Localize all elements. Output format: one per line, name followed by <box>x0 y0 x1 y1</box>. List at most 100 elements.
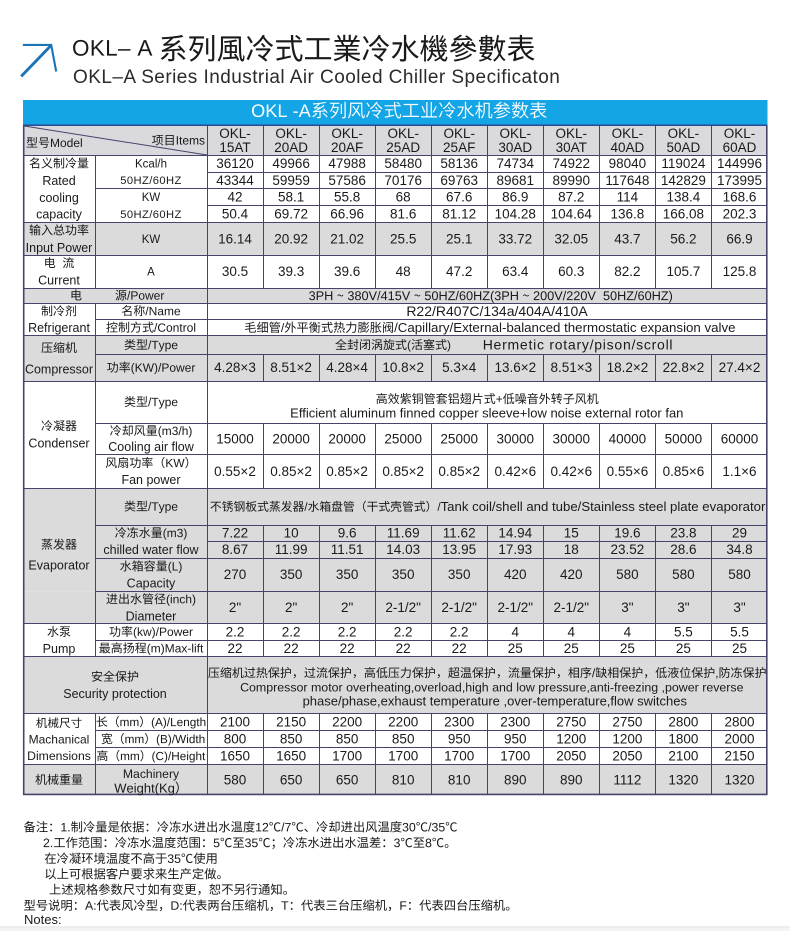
svg-text:104.64: 104.64 <box>551 206 593 221</box>
svg-text:Kcal/h: Kcal/h <box>135 159 167 171</box>
svg-text:67.6: 67.6 <box>446 189 472 204</box>
svg-text:Notes:: Notes: <box>24 912 62 927</box>
svg-text:33.72: 33.72 <box>498 231 532 246</box>
svg-text:30000: 30000 <box>553 431 591 446</box>
svg-text:4.28×4: 4.28×4 <box>326 360 368 375</box>
svg-text:580: 580 <box>224 772 247 787</box>
svg-text:23.8: 23.8 <box>670 526 696 541</box>
svg-text:13.95: 13.95 <box>442 542 476 557</box>
svg-text:43.7: 43.7 <box>614 231 640 246</box>
svg-text:A: A <box>147 267 155 279</box>
svg-text:22: 22 <box>452 641 467 656</box>
svg-text:25: 25 <box>564 641 579 656</box>
svg-text:4: 4 <box>512 624 520 639</box>
svg-text:166.08: 166.08 <box>663 206 704 221</box>
svg-text:19.6: 19.6 <box>614 526 640 541</box>
svg-text:Hermetic rotary/pison/scroll: Hermetic rotary/pison/scroll <box>483 337 674 353</box>
svg-text:OKL-: OKL- <box>612 126 644 141</box>
svg-text:4: 4 <box>624 624 632 639</box>
svg-text:Condenser: Condenser <box>28 437 89 451</box>
svg-text:OKL-: OKL- <box>443 126 475 141</box>
svg-text:30.5: 30.5 <box>222 264 248 279</box>
svg-text:Evaporator: Evaporator <box>28 559 89 573</box>
svg-text:11.99: 11.99 <box>275 542 308 557</box>
svg-text:202.3: 202.3 <box>723 206 757 221</box>
svg-text:27.4×2: 27.4×2 <box>719 360 761 375</box>
svg-text:86.9: 86.9 <box>502 189 528 204</box>
svg-text:125.8: 125.8 <box>723 264 757 279</box>
svg-text:15000: 15000 <box>216 431 254 446</box>
svg-text:0.42×6: 0.42×6 <box>550 464 592 479</box>
svg-text:1650: 1650 <box>220 749 250 764</box>
svg-text:22.8×2: 22.8×2 <box>663 360 705 375</box>
svg-text:20.92: 20.92 <box>274 231 308 246</box>
svg-text:2.2: 2.2 <box>394 624 413 639</box>
svg-text:55.8: 55.8 <box>334 189 360 204</box>
svg-text:1700: 1700 <box>500 749 530 764</box>
svg-text:25: 25 <box>732 641 747 656</box>
svg-text:98040: 98040 <box>609 156 647 171</box>
svg-text:Cooling air flow: Cooling air flow <box>108 440 194 454</box>
svg-text:50HZ/60HZ: 50HZ/60HZ <box>120 175 181 187</box>
svg-text:87.2: 87.2 <box>558 189 584 204</box>
svg-text:2100: 2100 <box>668 749 698 764</box>
svg-text:23.52: 23.52 <box>611 542 645 557</box>
svg-text:cooling: cooling <box>39 191 79 205</box>
svg-text:2.2: 2.2 <box>338 624 357 639</box>
svg-text:3": 3" <box>733 600 746 615</box>
svg-text:36120: 36120 <box>216 156 254 171</box>
svg-text:/Capillary/External-balanced t: /Capillary/External-balanced thermostati… <box>394 320 735 335</box>
svg-text:60000: 60000 <box>721 431 759 446</box>
svg-text:70176: 70176 <box>384 173 422 188</box>
svg-text:2150: 2150 <box>276 715 306 730</box>
svg-text:30AD: 30AD <box>498 140 532 155</box>
svg-text:350: 350 <box>280 567 303 582</box>
svg-text:Refrigerant: Refrigerant <box>28 321 90 335</box>
svg-text:0.85×2: 0.85×2 <box>326 464 368 479</box>
svg-text:2800: 2800 <box>668 715 698 730</box>
svg-text:950: 950 <box>448 732 471 747</box>
svg-text:OKL-: OKL- <box>724 126 756 141</box>
svg-text:2300: 2300 <box>500 715 530 730</box>
svg-text:1800: 1800 <box>668 732 698 747</box>
svg-text:2-1/2": 2-1/2" <box>441 600 477 615</box>
svg-text:22: 22 <box>227 641 242 656</box>
svg-text:OKL-: OKL- <box>387 126 419 141</box>
svg-text:Diameter: Diameter <box>126 609 177 623</box>
svg-text:69763: 69763 <box>440 173 478 188</box>
svg-text:580: 580 <box>728 567 751 582</box>
svg-text:43344: 43344 <box>216 173 254 188</box>
svg-text:74922: 74922 <box>553 156 591 171</box>
svg-text:850: 850 <box>392 732 415 747</box>
svg-text:60AD: 60AD <box>723 140 757 155</box>
svg-text:2050: 2050 <box>556 749 586 764</box>
svg-text:7.22: 7.22 <box>222 526 248 541</box>
svg-text:8.67: 8.67 <box>222 542 248 557</box>
svg-text:270: 270 <box>224 567 247 582</box>
svg-text:420: 420 <box>504 567 527 582</box>
svg-text:18: 18 <box>564 542 579 557</box>
svg-text:0.85×6: 0.85×6 <box>663 464 705 479</box>
svg-text:17.93: 17.93 <box>498 542 532 557</box>
svg-text:R22/R407C/134a/404A/410A: R22/R407C/134a/404A/410A <box>406 303 588 319</box>
svg-text:173995: 173995 <box>717 173 762 188</box>
svg-text:105.7: 105.7 <box>667 264 701 279</box>
svg-text:1700: 1700 <box>388 749 418 764</box>
svg-text:2100: 2100 <box>220 715 250 730</box>
svg-text:18.2×2: 18.2×2 <box>607 360 649 375</box>
svg-text:capacity: capacity <box>36 208 83 222</box>
svg-text:30000: 30000 <box>497 431 535 446</box>
svg-text:14.03: 14.03 <box>386 542 420 557</box>
svg-text:2050: 2050 <box>612 749 642 764</box>
svg-text:810: 810 <box>448 772 471 787</box>
svg-text:39.6: 39.6 <box>334 264 360 279</box>
svg-text:58.1: 58.1 <box>278 189 304 204</box>
svg-text:50AD: 50AD <box>667 140 701 155</box>
svg-text:60.3: 60.3 <box>558 264 584 279</box>
svg-text:22: 22 <box>396 641 411 656</box>
svg-text:5.3×4: 5.3×4 <box>442 360 477 375</box>
svg-text:OKL-: OKL- <box>219 126 251 141</box>
svg-text:OKL-: OKL- <box>331 126 363 141</box>
svg-text:Compressor: Compressor <box>25 363 93 377</box>
svg-text:350: 350 <box>392 567 415 582</box>
